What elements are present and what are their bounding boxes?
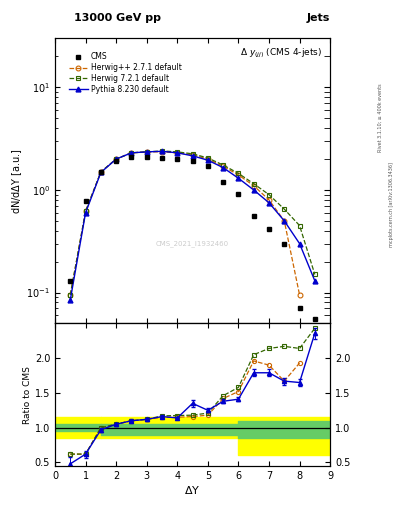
Legend: CMS, Herwig++ 2.7.1 default, Herwig 7.2.1 default, Pythia 8.230 default: CMS, Herwig++ 2.7.1 default, Herwig 7.2.… [67,51,183,96]
Pythia 8.230 default [236,175,241,181]
Herwig 7.2.1 default [68,292,73,298]
Herwig++ 2.7.1 default [68,292,73,298]
CMS [175,156,180,162]
Text: mcplots.cern.ch [arXiv:1306.3436]: mcplots.cern.ch [arXiv:1306.3436] [389,162,393,247]
Text: $\Delta\ y_{(jj)}$ (CMS 4-jets): $\Delta\ y_{(jj)}$ (CMS 4-jets) [240,47,322,60]
CMS [114,158,119,164]
Herwig++ 2.7.1 default [83,208,88,215]
Text: 13000 GeV pp: 13000 GeV pp [74,13,162,23]
CMS [160,155,164,161]
Herwig 7.2.1 default [99,169,103,175]
Y-axis label: dN/d$\Delta$Y [a.u.]: dN/d$\Delta$Y [a.u.] [10,148,24,214]
Text: Jets: Jets [307,13,330,23]
Herwig 7.2.1 default [252,181,256,187]
Herwig++ 2.7.1 default [99,169,103,175]
Herwig++ 2.7.1 default [129,150,134,156]
Pythia 8.230 default [297,241,302,247]
Line: CMS: CMS [68,155,317,322]
Pythia 8.230 default [99,169,103,176]
Herwig 7.2.1 default [266,191,271,198]
Herwig++ 2.7.1 default [282,218,286,224]
Pythia 8.230 default [206,157,210,163]
CMS [312,316,317,322]
Y-axis label: Ratio to CMS: Ratio to CMS [23,366,32,423]
Herwig 7.2.1 default [83,208,88,215]
Herwig++ 2.7.1 default [144,149,149,155]
Herwig 7.2.1 default [144,149,149,155]
Pythia 8.230 default [83,209,88,216]
Text: CMS_2021_I1932460: CMS_2021_I1932460 [156,240,229,247]
Herwig 7.2.1 default [221,162,226,168]
CMS [83,198,88,204]
Herwig++ 2.7.1 default [160,149,164,155]
Pythia 8.230 default [252,187,256,193]
CMS [206,163,210,169]
Pythia 8.230 default [266,200,271,206]
Herwig++ 2.7.1 default [297,292,302,298]
Herwig 7.2.1 default [312,271,317,278]
CMS [68,278,73,284]
CMS [297,305,302,311]
Herwig++ 2.7.1 default [206,156,210,162]
Herwig++ 2.7.1 default [266,197,271,203]
Pythia 8.230 default [129,150,134,156]
Pythia 8.230 default [190,153,195,159]
Herwig 7.2.1 default [297,222,302,228]
Pythia 8.230 default [221,164,226,170]
Herwig++ 2.7.1 default [252,183,256,189]
Herwig 7.2.1 default [114,156,119,162]
CMS [236,190,241,197]
Line: Herwig 7.2.1 default: Herwig 7.2.1 default [68,148,317,297]
Herwig 7.2.1 default [129,150,134,156]
Pythia 8.230 default [114,156,119,162]
CMS [221,179,226,185]
Herwig 7.2.1 default [236,170,241,177]
CMS [129,154,134,160]
Herwig 7.2.1 default [282,206,286,212]
CMS [252,212,256,219]
Text: Rivet 3.1.10; ≥ 400k events: Rivet 3.1.10; ≥ 400k events [377,83,382,152]
Pythia 8.230 default [68,296,73,303]
Herwig 7.2.1 default [190,151,195,157]
Herwig++ 2.7.1 default [221,163,226,169]
CMS [99,169,103,175]
Pythia 8.230 default [312,278,317,284]
Herwig++ 2.7.1 default [114,156,119,162]
Herwig 7.2.1 default [175,149,180,155]
Herwig++ 2.7.1 default [236,172,241,178]
Pythia 8.230 default [160,148,164,155]
Pythia 8.230 default [144,149,149,155]
CMS [144,154,149,160]
CMS [190,158,195,164]
Herwig 7.2.1 default [206,155,210,161]
Herwig 7.2.1 default [160,148,164,154]
Line: Herwig++ 2.7.1 default: Herwig++ 2.7.1 default [68,150,302,297]
Pythia 8.230 default [282,218,286,224]
CMS [282,241,286,247]
CMS [266,225,271,231]
X-axis label: $\Delta$Y: $\Delta$Y [184,483,201,496]
Herwig++ 2.7.1 default [190,152,195,158]
Pythia 8.230 default [175,150,180,156]
Line: Pythia 8.230 default: Pythia 8.230 default [68,149,317,302]
Herwig++ 2.7.1 default [175,150,180,156]
